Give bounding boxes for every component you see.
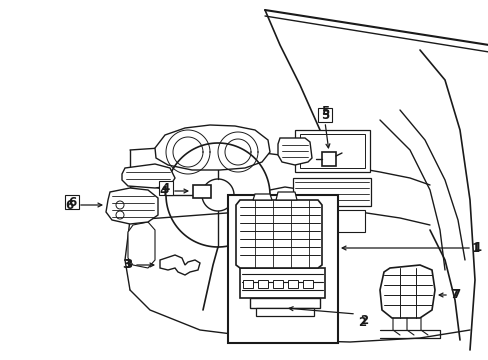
Bar (243, 280, 252, 288)
Polygon shape (122, 164, 175, 188)
Text: 2: 2 (357, 315, 366, 328)
Bar (227, 195, 337, 343)
Text: 5: 5 (320, 108, 328, 122)
Bar (299, 210, 364, 232)
Text: 6: 6 (65, 198, 74, 212)
Polygon shape (294, 280, 314, 295)
Polygon shape (278, 138, 311, 165)
Text: 4: 4 (162, 181, 170, 194)
Polygon shape (160, 255, 200, 275)
Polygon shape (155, 125, 269, 170)
Polygon shape (128, 222, 155, 268)
Text: 3: 3 (123, 258, 132, 271)
Text: 3: 3 (122, 258, 130, 271)
Bar (294, 130, 369, 172)
Bar (321, 152, 335, 166)
Bar (299, 134, 364, 168)
Bar (303, 280, 312, 288)
Bar (256, 308, 313, 316)
Bar (287, 280, 297, 288)
Bar (317, 108, 331, 122)
Polygon shape (236, 200, 321, 268)
Text: 7: 7 (451, 288, 459, 302)
Text: 2: 2 (359, 314, 367, 327)
Bar (240, 268, 325, 298)
Bar (65, 195, 79, 209)
Text: 7: 7 (449, 288, 457, 302)
Bar (272, 280, 283, 288)
Polygon shape (379, 265, 434, 318)
Polygon shape (275, 192, 296, 200)
Bar (249, 298, 319, 308)
Bar (193, 185, 210, 198)
Polygon shape (252, 194, 271, 200)
Text: 5: 5 (320, 105, 328, 118)
Polygon shape (106, 188, 158, 224)
Text: 4: 4 (160, 185, 168, 198)
Text: 1: 1 (471, 242, 479, 255)
Text: 1: 1 (473, 240, 481, 253)
Text: 6: 6 (68, 195, 76, 208)
Bar (292, 178, 370, 206)
Bar (159, 181, 173, 195)
Bar (258, 280, 267, 288)
